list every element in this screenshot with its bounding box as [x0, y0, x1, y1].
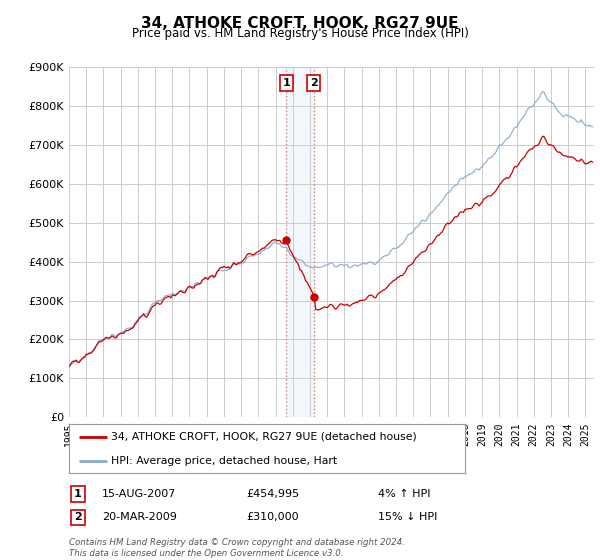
Text: 2: 2	[310, 78, 317, 88]
Text: HPI: Average price, detached house, Hart: HPI: Average price, detached house, Hart	[110, 456, 337, 466]
Text: 4% ↑ HPI: 4% ↑ HPI	[378, 489, 431, 499]
Bar	[286, 67, 314, 417]
Text: 2: 2	[74, 512, 82, 522]
Text: Price paid vs. HM Land Registry's House Price Index (HPI): Price paid vs. HM Land Registry's House …	[131, 27, 469, 40]
Text: £454,995: £454,995	[246, 489, 299, 499]
Text: Contains HM Land Registry data © Crown copyright and database right 2024.
This d: Contains HM Land Registry data © Crown c…	[69, 538, 405, 558]
Text: 15% ↓ HPI: 15% ↓ HPI	[378, 512, 437, 522]
Text: 34, ATHOKE CROFT, HOOK, RG27 9UE: 34, ATHOKE CROFT, HOOK, RG27 9UE	[141, 16, 459, 31]
Text: 15-AUG-2007: 15-AUG-2007	[102, 489, 176, 499]
Text: 20-MAR-2009: 20-MAR-2009	[102, 512, 177, 522]
Text: £310,000: £310,000	[246, 512, 299, 522]
Text: 1: 1	[74, 489, 82, 499]
Text: 34, ATHOKE CROFT, HOOK, RG27 9UE (detached house): 34, ATHOKE CROFT, HOOK, RG27 9UE (detach…	[110, 432, 416, 442]
Text: 1: 1	[283, 78, 290, 88]
